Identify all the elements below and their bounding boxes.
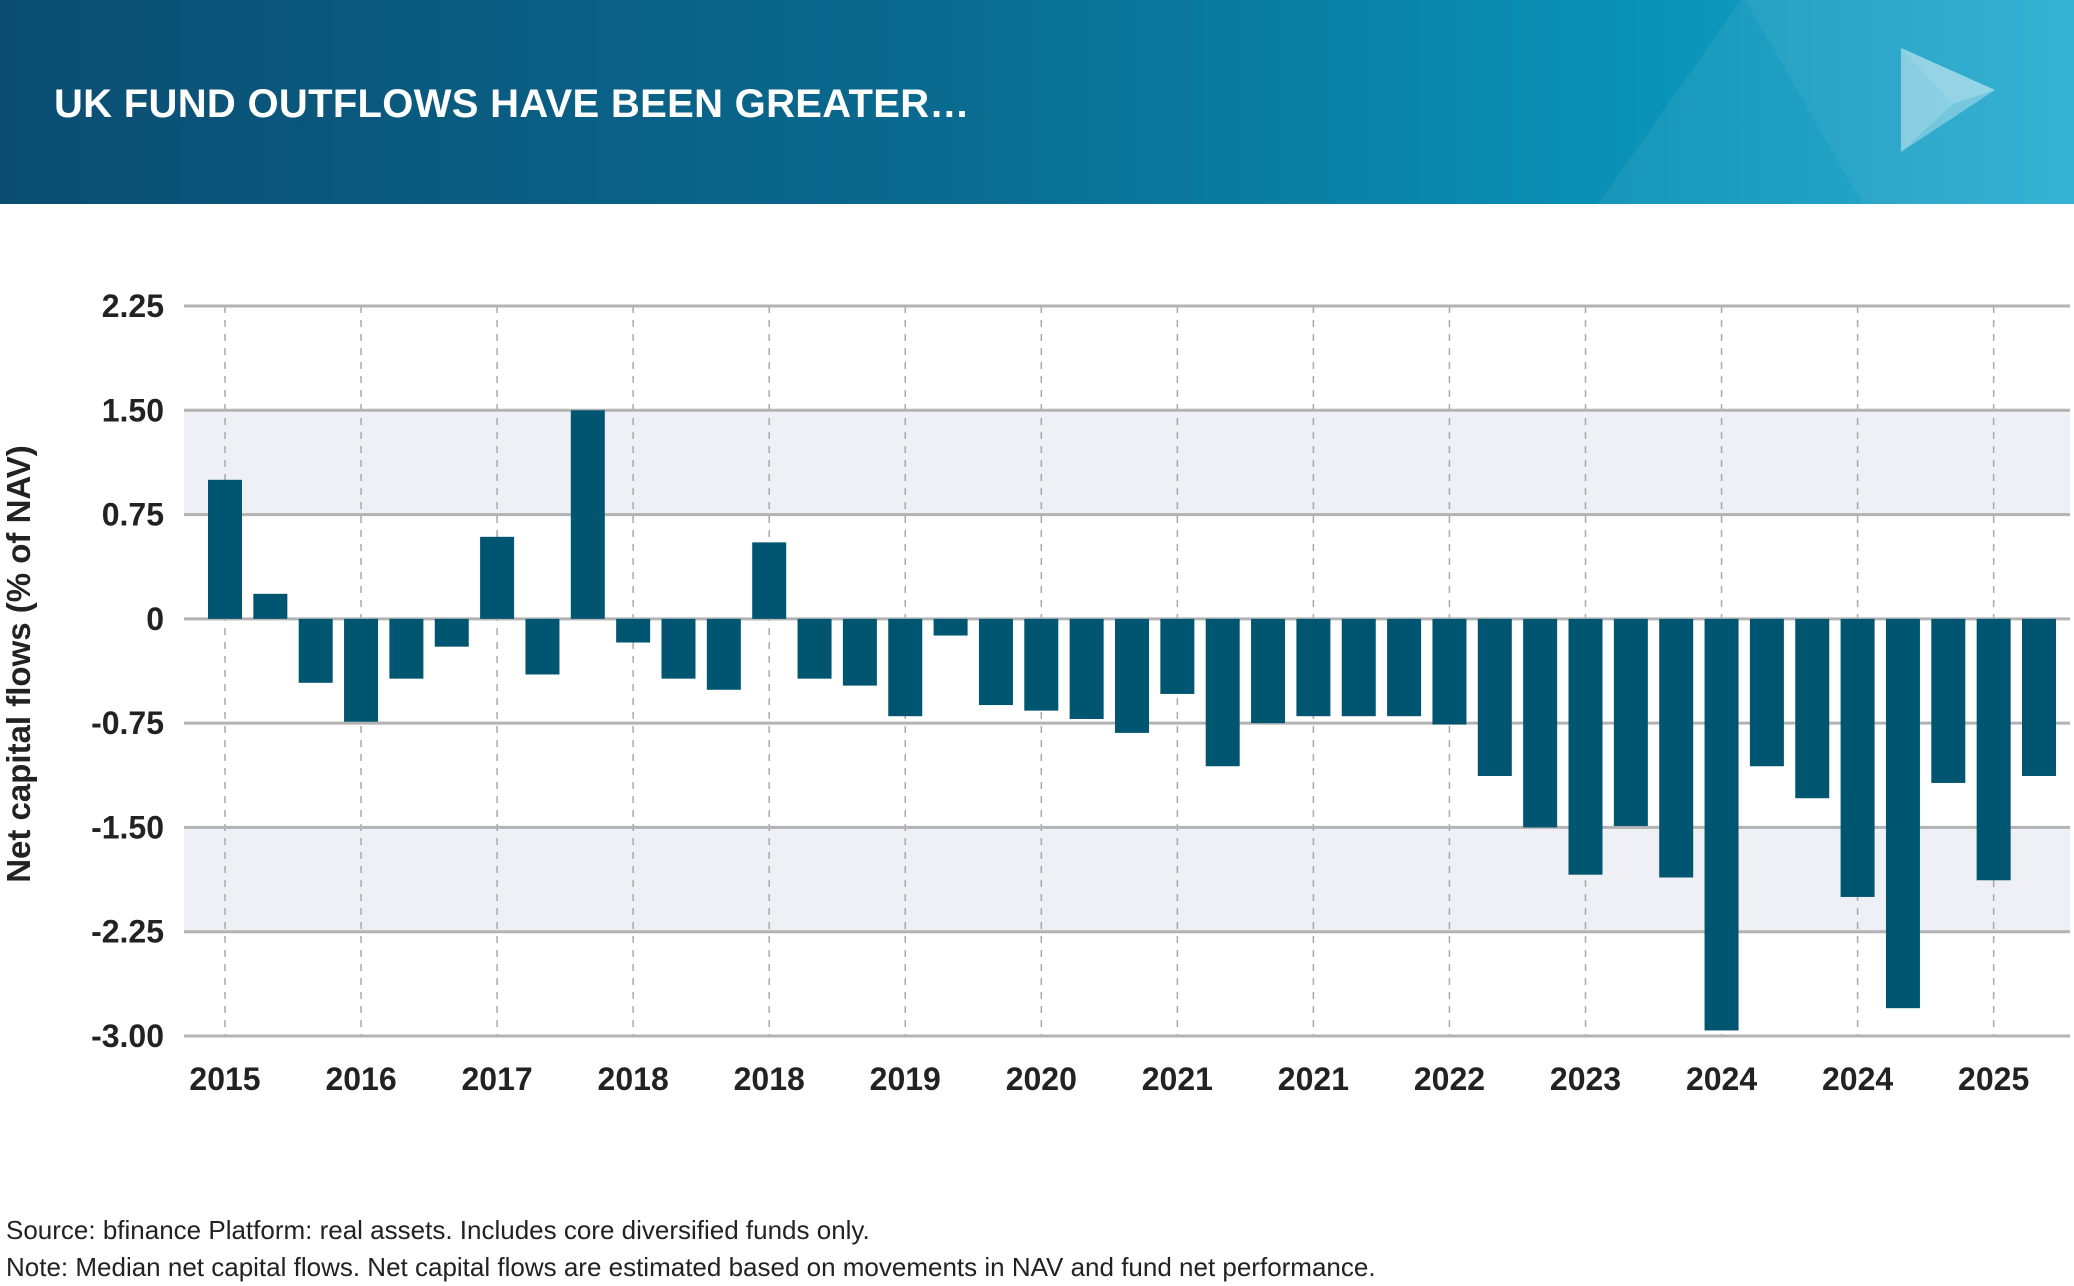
bar xyxy=(208,479,242,619)
y-axis-label: Net capital flows (% of NAV) xyxy=(0,445,37,883)
footer-notes: Source: bfinance Platform: real assets. … xyxy=(6,1212,1376,1286)
x-tick-label: 2015 xyxy=(189,1061,260,1097)
y-tick-label: 1.50 xyxy=(102,392,164,428)
x-tick-label: 2023 xyxy=(1550,1061,1621,1097)
y-tick-label: 0 xyxy=(146,601,164,637)
bar xyxy=(1115,618,1149,733)
x-tick-label: 2018 xyxy=(598,1061,669,1097)
methodology-note: Note: Median net capital flows. Net capi… xyxy=(6,1252,1376,1282)
shaded-band xyxy=(184,410,2070,515)
x-tick-label: 2017 xyxy=(462,1061,533,1097)
bars xyxy=(208,410,2056,1031)
bar xyxy=(1160,618,1195,694)
x-tick-label: 2019 xyxy=(870,1061,941,1097)
x-tick-labels: 2015 2016 2017 2018 2018 2019 2020 2021 2021 2022… xyxy=(189,1061,2029,1097)
bar xyxy=(842,618,877,686)
x-tick-label: 2018 xyxy=(734,1061,805,1097)
bar xyxy=(1069,618,1104,719)
bar xyxy=(616,618,651,643)
bar xyxy=(570,410,605,619)
bar xyxy=(1568,618,1603,875)
y-tick-label: 2.25 xyxy=(102,288,164,324)
bar xyxy=(1251,618,1286,724)
bar xyxy=(1659,618,1694,878)
bar xyxy=(1477,618,1512,776)
bar xyxy=(1704,618,1739,1031)
bar xyxy=(1341,618,1376,717)
bar xyxy=(1885,618,1920,1009)
x-tick-label: 2016 xyxy=(325,1061,396,1097)
bar xyxy=(1749,618,1784,767)
shaded-bands xyxy=(184,410,2070,932)
y-tick-label: -3.00 xyxy=(91,1018,164,1054)
bar xyxy=(480,536,515,619)
y-tick-label: -1.50 xyxy=(91,809,164,845)
bar xyxy=(389,618,424,679)
x-tick-label: 2024 xyxy=(1822,1061,1893,1097)
page-title: UK FUND OUTFLOWS HAVE BEEN GREATER… xyxy=(54,82,970,126)
bar xyxy=(933,618,968,636)
bar xyxy=(1613,618,1648,827)
x-tick-label: 2022 xyxy=(1414,1061,1485,1097)
y-tick-labels: 2.25 1.50 0.75 0 -0.75 -1.50 -2.25 -3.00 xyxy=(91,288,164,1054)
bar xyxy=(1296,618,1331,717)
x-tick-label: 2021 xyxy=(1142,1061,1213,1097)
source-note: Source: bfinance Platform: real assets. … xyxy=(6,1215,870,1245)
y-tick-label: -2.25 xyxy=(91,914,164,950)
bar xyxy=(1205,618,1240,767)
bar xyxy=(344,618,379,722)
bar xyxy=(1931,618,1966,783)
play-triangle-logo-icon xyxy=(1901,48,1995,152)
bar xyxy=(1523,618,1558,828)
bar xyxy=(1795,618,1830,799)
y-tick-label: 0.75 xyxy=(102,497,164,533)
bar xyxy=(706,618,741,690)
bar xyxy=(661,618,696,679)
bar xyxy=(888,618,923,717)
bar xyxy=(2022,618,2056,776)
bar xyxy=(298,618,333,683)
y-tick-label: -0.75 xyxy=(91,705,164,741)
bar xyxy=(752,542,787,619)
bar xyxy=(1840,618,1875,897)
bar xyxy=(978,618,1013,706)
bar xyxy=(434,618,469,647)
bar xyxy=(525,618,560,675)
bar xyxy=(1976,618,2011,881)
bar xyxy=(253,593,288,619)
header-banner: UK FUND OUTFLOWS HAVE BEEN GREATER… xyxy=(0,0,2074,204)
x-tick-label: 2021 xyxy=(1278,1061,1349,1097)
bar-chart: 2.251.500.750-0.75-1.50-2.25-3.00 2015 20… xyxy=(0,288,2070,1097)
bar xyxy=(1432,618,1467,725)
bar xyxy=(1387,618,1422,717)
bar xyxy=(1024,618,1059,711)
x-tick-label: 2020 xyxy=(1006,1061,1077,1097)
shaded-band xyxy=(184,827,2070,932)
x-tick-label: 2025 xyxy=(1958,1061,2029,1097)
bar xyxy=(797,618,832,679)
x-tick-label: 2024 xyxy=(1686,1061,1757,1097)
